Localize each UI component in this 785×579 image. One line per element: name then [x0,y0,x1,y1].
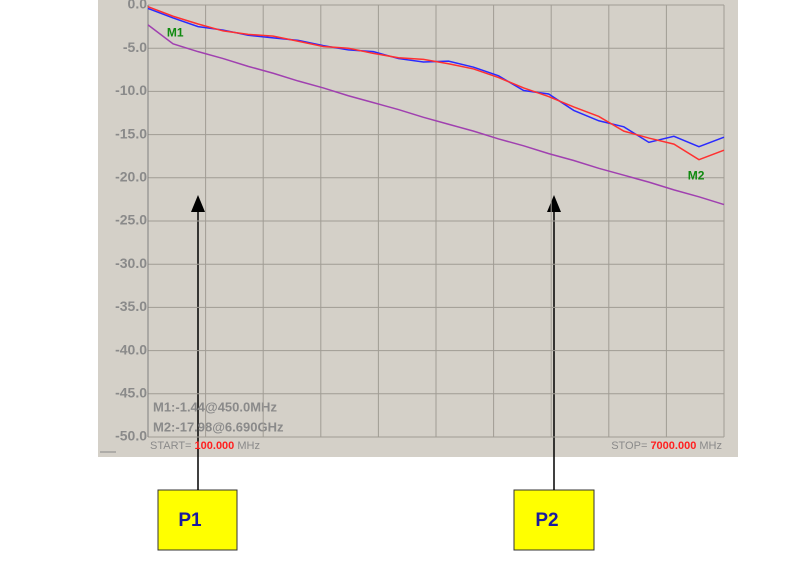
y-tick-label: -45.0 [115,385,147,401]
marker-readout: M1:-1.44@450.0MHz [153,399,277,414]
start-label: START= 100.000 MHz [150,440,260,452]
marker-label: M2 [688,169,705,183]
y-tick-label: -35.0 [115,298,147,314]
y-tick-label: -40.0 [115,341,147,357]
y-tick-label: -10.0 [115,82,147,98]
y-tick-label: 0.0 [128,0,148,12]
arrow-head [547,195,561,212]
start-key: START= [150,440,191,452]
y-tick-label: -30.0 [115,255,147,271]
start-unit: MHz [237,440,260,452]
stop-value: 7000.000 [650,440,696,452]
marker-readout: M2:-17.98@6.690GHz [153,419,284,434]
callout-box [157,489,238,551]
marker-label: M1 [167,26,184,40]
y-tick-label: -50.0 [115,428,147,444]
panel [98,0,738,457]
arrow-head [191,195,205,212]
callout-box [513,489,595,551]
start-value: 100.000 [195,440,235,452]
stop-unit: MHz [699,440,722,452]
stop-key: STOP= [611,440,647,452]
y-tick-label: -5.0 [123,39,147,55]
callout-label: P1 [178,510,202,531]
y-tick-label: -25.0 [115,212,147,228]
trace [147,6,725,161]
stop-label: STOP= 7000.000 MHz [611,440,722,452]
trace [147,24,725,206]
callout-label: P2 [535,510,558,531]
y-tick-label: -20.0 [115,169,147,185]
y-tick-label: -15.0 [115,125,147,141]
